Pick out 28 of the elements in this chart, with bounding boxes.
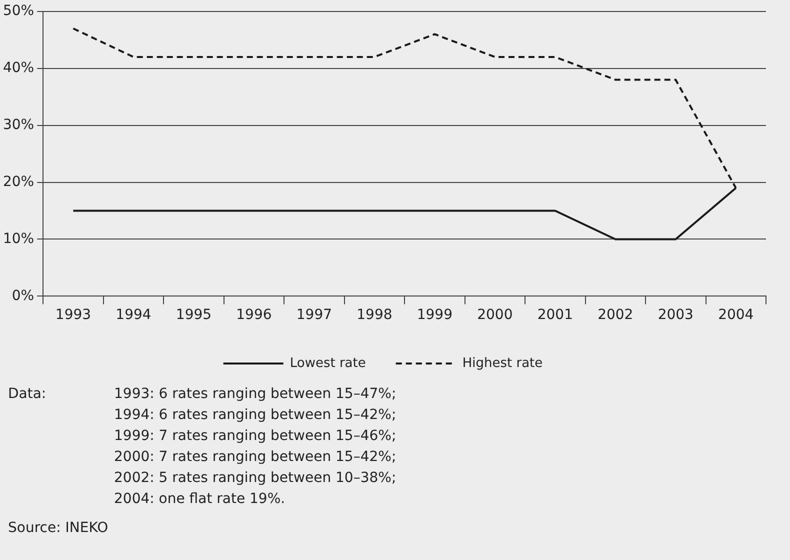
y-tick-label: 40% — [2, 60, 34, 76]
legend-label: Lowest rate — [290, 356, 366, 371]
text: 1993: 6 rates ranging between 15–47%; — [114, 385, 396, 404]
legend-label: Highest rate — [462, 356, 543, 371]
x-tick-label: 1999 — [416, 307, 452, 324]
source-note: Source: INEKO — [8, 519, 110, 538]
x-tick-label: 2001 — [537, 307, 573, 324]
y-tick-label: 0% — [12, 288, 34, 304]
text: 2002: 5 rates ranging between 10–38%; — [114, 469, 396, 488]
x-tick-label: 1994 — [116, 307, 152, 324]
x-tick-label: 2002 — [598, 307, 634, 324]
x-tick-label: 2003 — [658, 307, 694, 324]
text: 2000: 7 rates ranging between 15–42%; — [114, 448, 396, 467]
y-tick-label: 10% — [2, 230, 34, 247]
x-tick-label: 1996 — [236, 307, 272, 324]
x-tick-label: 2004 — [718, 307, 754, 324]
y-tick-label: 50% — [2, 3, 34, 20]
x-tick-label: 2000 — [477, 307, 513, 324]
x-tick-label: 1993 — [55, 307, 92, 324]
text: 1999: 7 rates ranging between 15–46%; — [114, 427, 396, 446]
text: 2004: one flat rate 19%. — [114, 490, 286, 509]
text: 1994: 6 rates ranging between 15–42%; — [114, 406, 396, 425]
y-tick-label: 20% — [2, 174, 34, 190]
x-tick-label: 1997 — [296, 307, 332, 324]
y-tick-label: 30% — [2, 116, 34, 133]
x-tick-label: 1998 — [356, 307, 392, 324]
x-tick-label: 1995 — [176, 307, 212, 324]
text: Data: — [8, 385, 46, 404]
